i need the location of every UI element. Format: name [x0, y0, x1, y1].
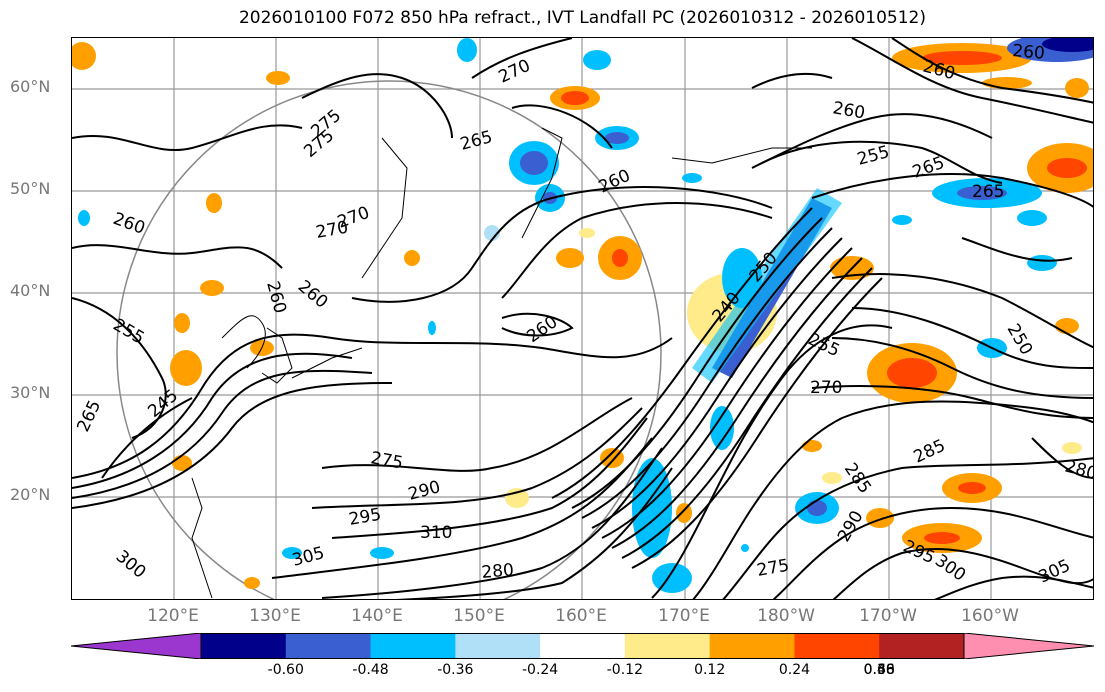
- contour-label: 260: [596, 166, 634, 198]
- contour-label: 255: [805, 329, 843, 361]
- lon-label: 160°E: [555, 606, 607, 626]
- lat-label: 20°N: [10, 485, 51, 504]
- contour-label: 260: [1012, 41, 1046, 64]
- colorbar-outline: [200, 633, 965, 659]
- contour-labels: 270 275 275 265 260 260 255 260 265 265 …: [73, 41, 1094, 587]
- colorbar-tick-label: -0.24: [521, 662, 559, 678]
- contour-label: 265: [458, 127, 495, 155]
- contour-label: 275: [369, 448, 404, 473]
- contour-label: 270: [810, 378, 842, 398]
- refractivity-contours: [72, 38, 1093, 599]
- contour-label: 290: [406, 477, 443, 505]
- lat-label: 60°N: [10, 77, 51, 96]
- colorbar-tick-label: -0.48: [352, 662, 389, 678]
- contour-label: 260: [110, 209, 147, 239]
- colorbar-extend-low: [71, 633, 202, 659]
- colorbar-tick-label: -0.36: [437, 662, 474, 678]
- lat-label: 40°N: [10, 281, 51, 300]
- colorbar-segment: [794, 633, 880, 659]
- contour-label: 265: [910, 153, 947, 183]
- colorbar-tick-label: -0.12: [606, 662, 643, 678]
- colorbar-tick-label: 0.24: [778, 662, 811, 678]
- contour-label: 260: [294, 277, 332, 313]
- colorbar: [71, 633, 1094, 659]
- colorbar-tick-label: 0.36: [863, 662, 895, 678]
- colorbar-segment: [709, 633, 795, 659]
- contour-label: 250: [1003, 321, 1037, 359]
- lon-label: 170°E: [658, 606, 710, 626]
- lon-label: 180°W: [757, 606, 815, 626]
- contour-label: 285: [840, 459, 875, 497]
- contour-label: 255: [855, 142, 892, 170]
- graticule: [72, 38, 1093, 599]
- contour-label: 280: [481, 560, 515, 583]
- map-title: 2026010100 F072 850 hPa refract., IVT La…: [238, 8, 926, 28]
- contour-label: 310: [420, 523, 452, 543]
- lat-label: 30°N: [10, 383, 51, 402]
- lon-label: 140°E: [351, 606, 403, 626]
- colorbar-segment: [285, 633, 372, 659]
- region-circle: [116, 80, 662, 599]
- contour-label: 260: [831, 98, 866, 123]
- contour-label: 300: [931, 551, 969, 586]
- colorbar-segment: [540, 633, 626, 659]
- lon-label: 120°E: [147, 606, 199, 626]
- lon-label: 150°E: [453, 606, 505, 626]
- colorbar-segment: [201, 633, 287, 659]
- contour-label: 270: [335, 203, 372, 233]
- colorbar-tick-label: 0.48: [863, 662, 895, 678]
- contour-label: 255: [110, 315, 148, 349]
- contour-label: 280: [1063, 457, 1094, 485]
- contour-label: 265: [972, 182, 1004, 202]
- lon-label: 160°W: [961, 606, 1019, 626]
- lon-label: 170°W: [859, 606, 917, 626]
- contour-label: 300: [112, 547, 150, 583]
- contour-label: 275: [755, 556, 790, 581]
- colorbar-segment: [624, 633, 711, 659]
- colorbar-extend-high: [963, 633, 1094, 659]
- colorbar-segment: [879, 633, 965, 659]
- colorbar-bar: [71, 633, 1094, 659]
- map-panel: 270 275 275 265 260 260 255 260 265 265 …: [71, 37, 1094, 600]
- coastlines: [191, 127, 812, 599]
- shaded-anomalies: [72, 38, 1093, 593]
- colorbar-tick-label: 0.12: [694, 662, 726, 678]
- lon-label: 130°E: [249, 606, 301, 626]
- contour-label: 245: [144, 386, 182, 422]
- colorbar-segment: [455, 633, 541, 659]
- contour-label: 285: [911, 436, 949, 468]
- contour-label: 265: [73, 397, 105, 435]
- colorbar-tick-label: 0.60: [863, 662, 895, 678]
- colorbar-tick-label: -0.60: [267, 662, 304, 678]
- contour-label: 260: [262, 279, 290, 316]
- contour-label: 305: [290, 543, 327, 571]
- contour-label: 260: [523, 312, 561, 347]
- lat-label: 50°N: [10, 179, 51, 198]
- colorbar-segment: [370, 633, 456, 659]
- map-canvas: 270 275 275 265 260 260 255 260 265 265 …: [72, 38, 1094, 599]
